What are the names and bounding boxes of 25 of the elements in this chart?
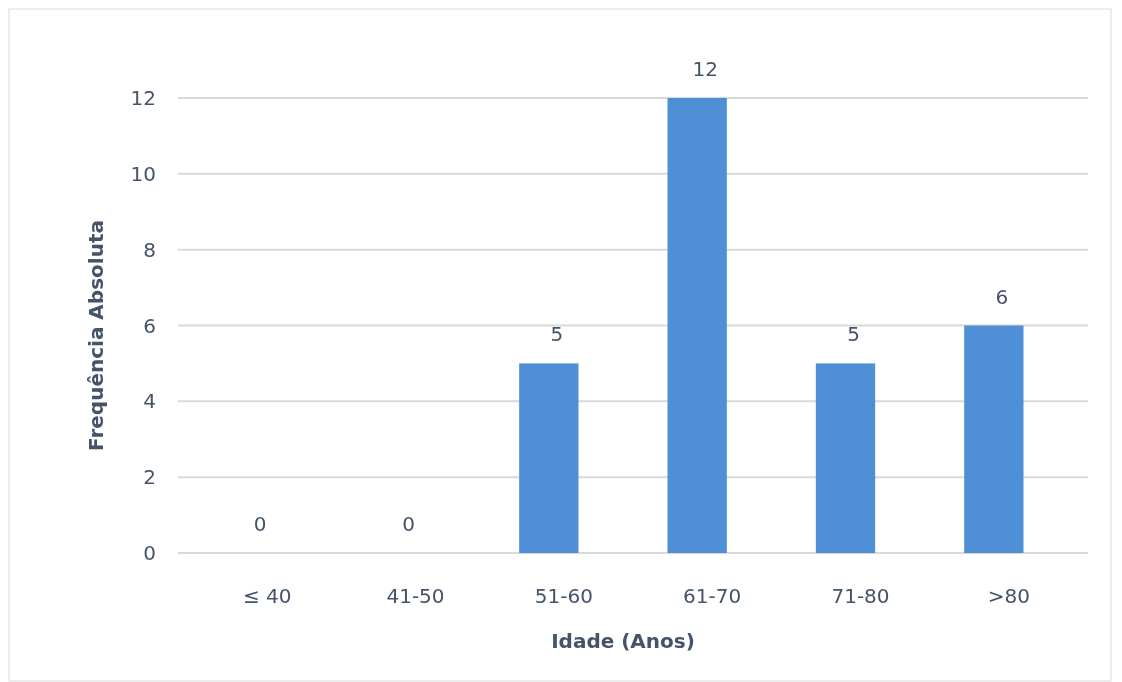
y-tick-label: 0 [143,541,156,565]
data-label: 0 [402,512,415,536]
x-tick-label: 41-50 [386,584,445,608]
y-tick-label: 6 [143,313,156,338]
x-tick-label: ≤ 40 [242,584,292,608]
bar [964,325,1024,553]
y-tick-label: 4 [143,389,156,414]
x-tick-label: 51-60 [534,584,593,608]
y-tick-label: 12 [130,86,156,110]
bar [519,363,579,553]
data-label: 0 [253,512,267,536]
x-tick-label: 61-70 [683,584,742,608]
y-axis-title: Frequência Absoluta [84,220,108,451]
x-axis-title: Idade (Anos) [551,629,695,653]
data-label: 5 [550,322,564,347]
y-tick-label: 10 [130,161,156,186]
data-label: 12 [692,57,718,81]
bar [667,98,727,553]
x-tick-label: 71-80 [831,584,890,608]
bar [815,363,876,553]
data-label: 5 [847,322,860,347]
x-tick-label: >80 [987,584,1030,608]
y-tick-label: 8 [143,237,156,262]
data-label: 6 [995,284,1009,309]
y-tick-label: 2 [143,465,156,490]
